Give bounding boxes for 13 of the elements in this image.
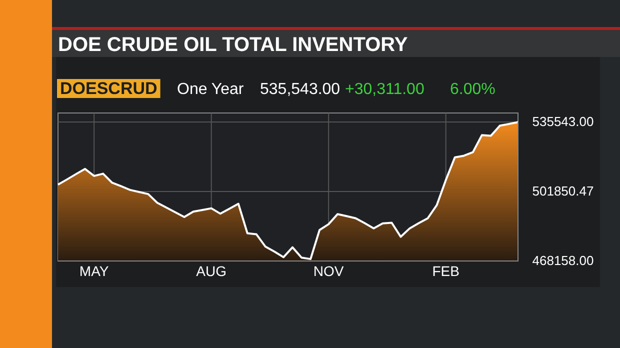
text: DOESCRUD [60, 79, 158, 98]
y-tick-label: 468158.00 [532, 253, 594, 268]
y-tick-label: 535543.00 [532, 114, 594, 130]
x-tick-label: MAY [79, 262, 110, 279]
text: 535,543.00 [260, 81, 340, 98]
x-tick-label: FEB [432, 262, 460, 279]
x-tick-label: NOV [313, 262, 344, 279]
chart-title: DOE CRUDE OIL TOTAL INVENTORY [58, 34, 408, 56]
x-tick-label: AUG [196, 262, 227, 279]
y-tick-label: 501850.47 [532, 184, 594, 199]
text: +30,311.00 [345, 81, 424, 98]
text: 6.00% [450, 81, 496, 98]
text: One Year [177, 81, 244, 98]
